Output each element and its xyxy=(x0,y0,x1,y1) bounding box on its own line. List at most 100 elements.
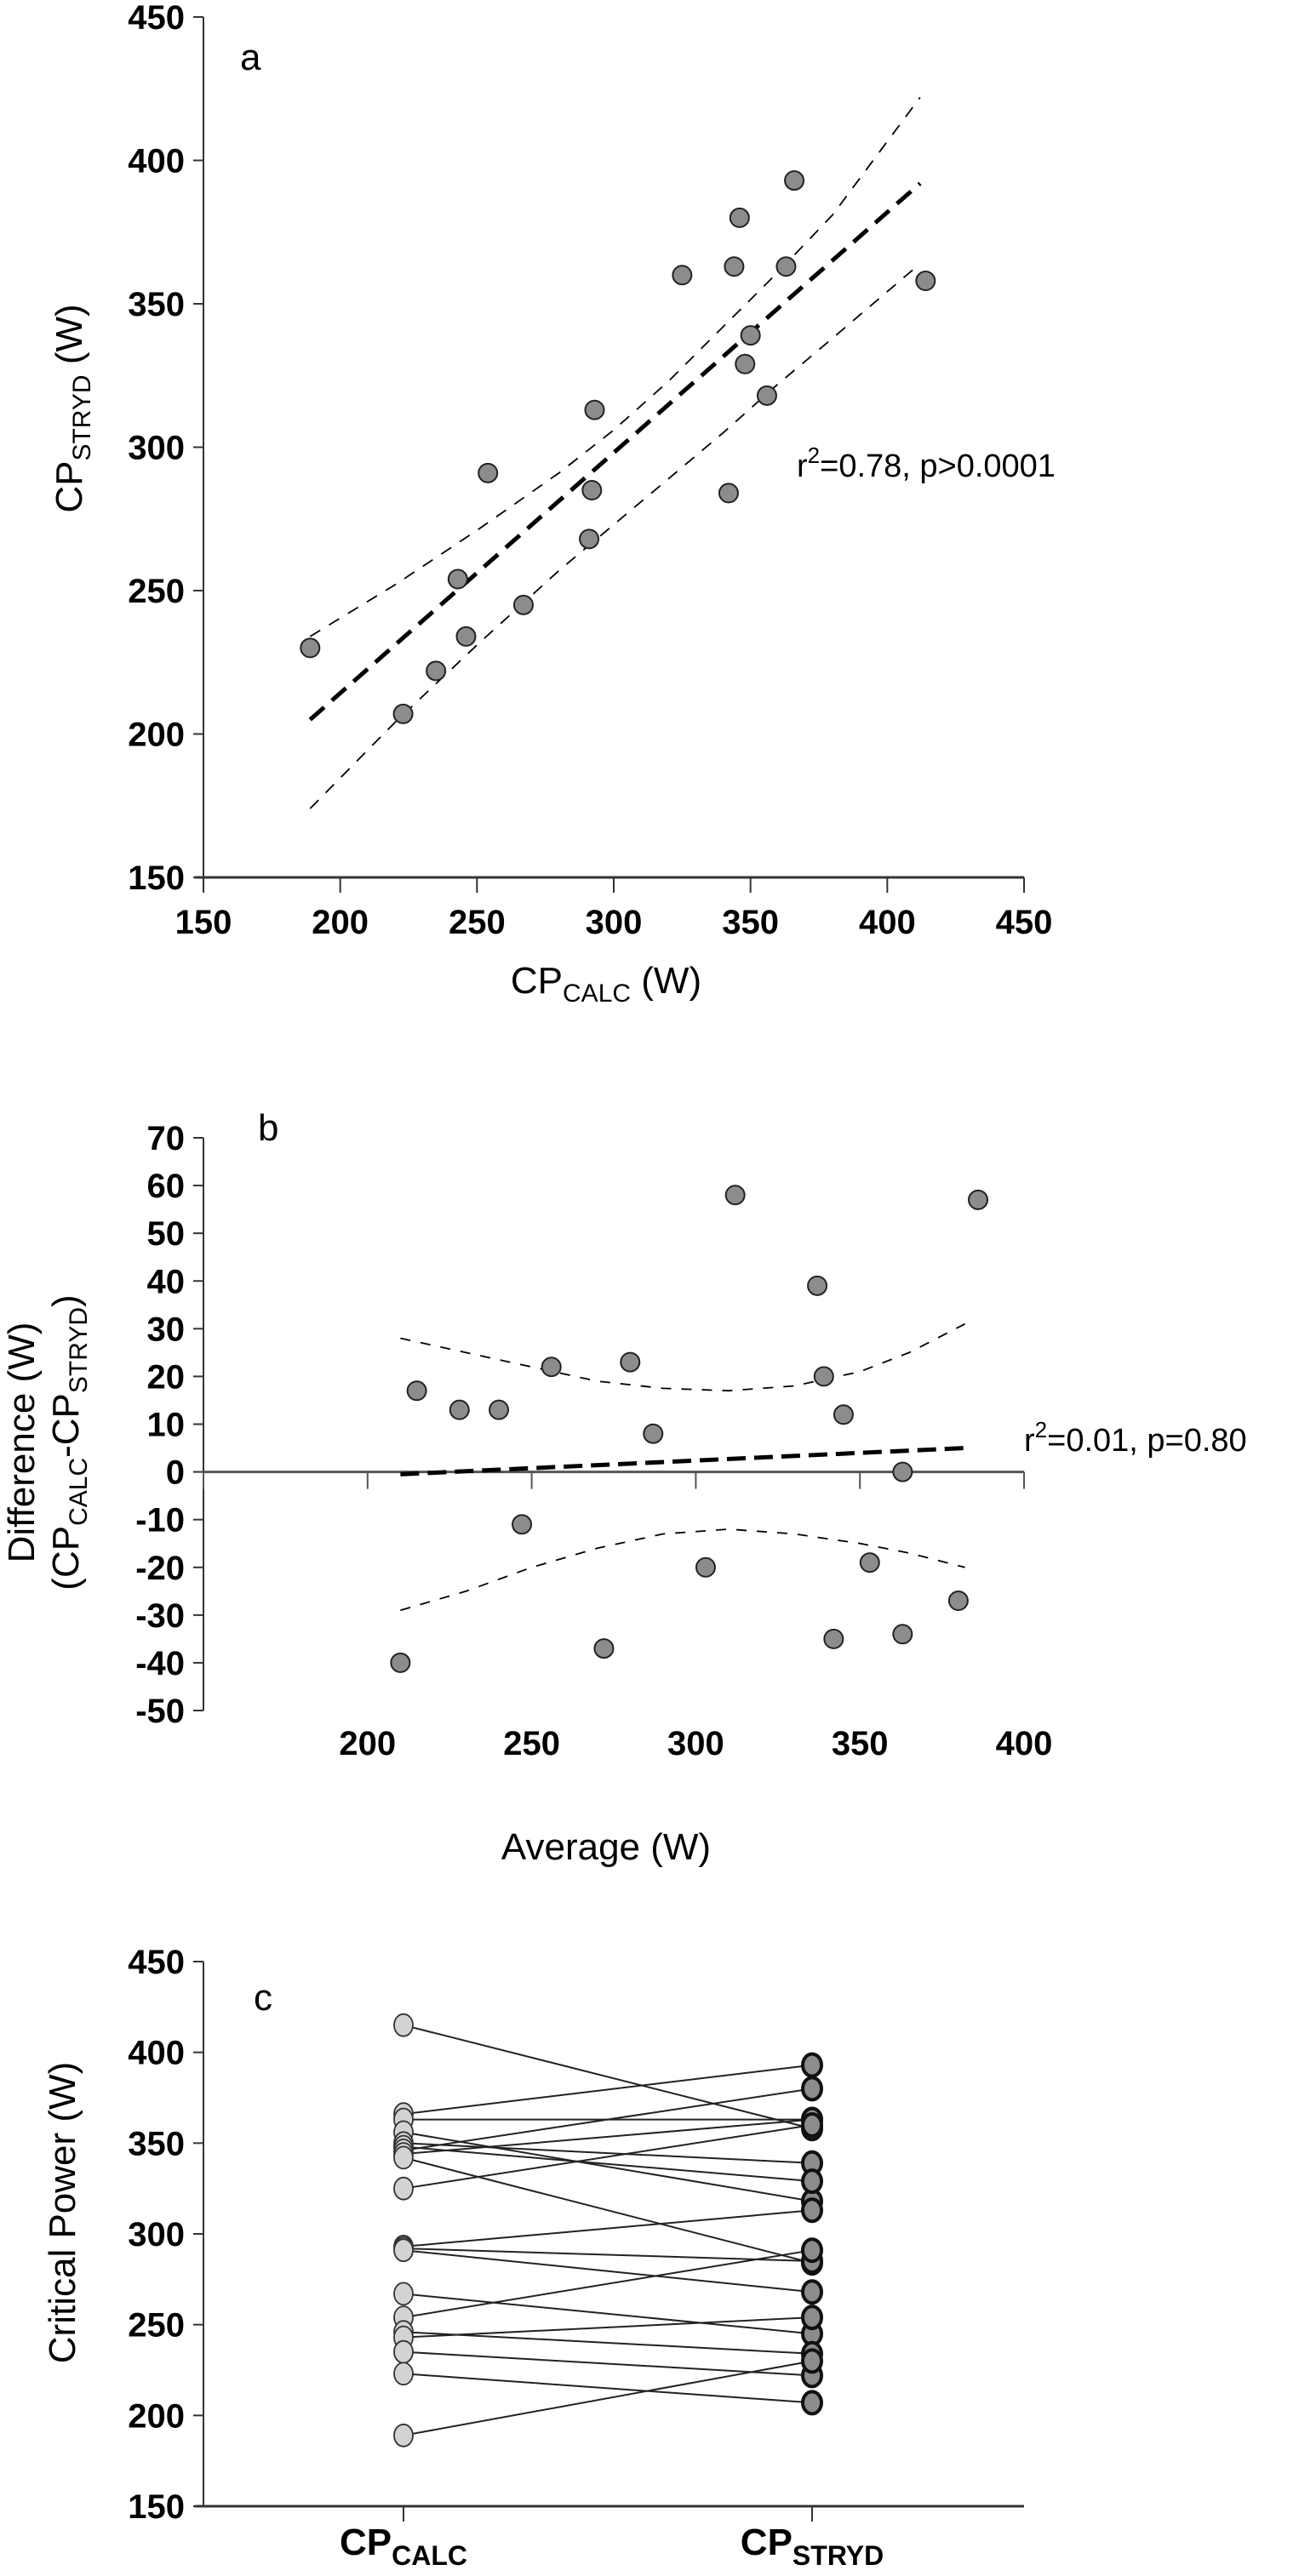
data-point xyxy=(406,1380,427,1402)
stryd-point xyxy=(801,2305,823,2331)
x-tick-label: 350 xyxy=(832,1725,889,1762)
y-tick-label: 60 xyxy=(147,1168,186,1205)
data-point xyxy=(447,568,468,590)
y-tick-label: 40 xyxy=(147,1263,186,1300)
y-tick-label: 30 xyxy=(147,1311,186,1348)
pair-line xyxy=(403,2064,813,2116)
regression-line xyxy=(308,181,922,722)
data-point xyxy=(724,256,745,277)
stryd-point xyxy=(801,2279,823,2305)
y-tick-label: 150 xyxy=(128,2488,185,2526)
y-tick-label: 250 xyxy=(128,573,185,610)
pair-line xyxy=(403,2156,813,2265)
panel-a-points xyxy=(300,170,936,724)
data-point xyxy=(724,1185,746,1206)
panel-c-points xyxy=(393,2013,823,2447)
panel-b-y-axis-subtitle: (CPCALC-CPSTRYD) xyxy=(45,1294,93,1590)
stryd-point xyxy=(801,2197,823,2224)
pair-line xyxy=(403,2373,813,2404)
x-tick-label: 300 xyxy=(586,904,643,941)
pair-line xyxy=(403,2293,813,2335)
data-point xyxy=(643,1423,664,1444)
panel-a-axes: 150 200 250 300 350 400 450 150 200 250 300 350 400 4… xyxy=(128,0,1052,941)
panel-b-points xyxy=(390,1185,989,1673)
data-point xyxy=(478,462,499,483)
data-point xyxy=(735,353,756,374)
pair-line xyxy=(403,2350,813,2377)
pair-line xyxy=(403,2118,813,2156)
panel-b-x-axis-title: Average (W) xyxy=(501,1826,711,1868)
pair-line xyxy=(403,2145,813,2183)
data-point xyxy=(756,385,777,406)
calc-point xyxy=(393,2362,414,2386)
data-point xyxy=(455,625,477,647)
x-tick-label: 350 xyxy=(722,904,779,941)
stryd-point xyxy=(801,2112,823,2138)
x-tick-label: 400 xyxy=(996,1725,1053,1762)
stryd-point xyxy=(801,2052,823,2078)
y-tick-label: -10 xyxy=(135,1502,185,1539)
x-tick-label: 250 xyxy=(503,1725,560,1762)
data-point xyxy=(390,1652,411,1673)
ci-upper-line xyxy=(400,1322,966,1392)
ci-lower-line xyxy=(400,1528,965,1612)
y-tick-label: 450 xyxy=(128,0,185,37)
data-point xyxy=(892,1624,913,1645)
panel-c-category-stryd: CPSTRYD xyxy=(741,2522,884,2571)
stryd-point xyxy=(801,2348,823,2374)
y-tick-label: 0 xyxy=(166,1454,185,1492)
data-point xyxy=(449,1399,470,1420)
y-tick-label: -40 xyxy=(135,1645,185,1682)
data-point xyxy=(695,1556,716,1578)
pair-line xyxy=(403,2024,813,2130)
data-point xyxy=(426,660,447,682)
calc-point xyxy=(393,2423,414,2447)
pair-line xyxy=(403,2131,813,2202)
y-tick-label: 400 xyxy=(128,143,185,180)
pair-line xyxy=(403,2249,813,2319)
stryd-point xyxy=(801,2076,823,2102)
data-point xyxy=(823,1628,844,1649)
y-tick-label: 300 xyxy=(128,2216,185,2253)
regression-line xyxy=(400,1446,965,1476)
pair-line xyxy=(403,2248,813,2262)
data-point xyxy=(581,480,603,501)
y-tick-label: 50 xyxy=(147,1215,186,1253)
data-point xyxy=(968,1189,989,1210)
y-tick-label: 70 xyxy=(147,1120,186,1157)
data-point xyxy=(833,1404,854,1425)
pair-line xyxy=(403,2209,813,2248)
calc-point xyxy=(393,2013,414,2037)
panel-a-scatter: a 150 200 250 300 350 400 450 150 200 250 300 350 40… xyxy=(49,0,1056,1008)
panel-c-y-axis-title: Critical Power (W) xyxy=(42,2062,83,2363)
data-point xyxy=(813,1366,834,1387)
data-point xyxy=(672,265,693,286)
pair-line xyxy=(403,2142,813,2164)
data-point xyxy=(579,528,600,550)
x-tick-label: 200 xyxy=(312,904,369,941)
y-tick-label: 300 xyxy=(128,430,185,467)
calc-point xyxy=(393,2282,414,2306)
x-tick-label: 300 xyxy=(667,1725,724,1762)
data-point xyxy=(859,1552,880,1574)
panel-a-x-axis-title: CPCALC (W) xyxy=(511,960,701,1008)
y-tick-label: 250 xyxy=(128,2307,185,2345)
data-point xyxy=(584,399,605,420)
y-tick-label: 350 xyxy=(128,286,185,323)
y-tick-label: 450 xyxy=(128,1944,185,1981)
panel-a-letter: a xyxy=(240,37,261,78)
pair-line xyxy=(403,2249,813,2293)
data-point xyxy=(947,1591,969,1612)
panel-b-regression xyxy=(400,1446,965,1476)
y-tick-label: 10 xyxy=(147,1407,186,1444)
x-tick-label: 250 xyxy=(449,904,506,941)
panel-a-y-axis-title: CPSTRYD (W) xyxy=(49,304,96,512)
panel-c-pair-lines xyxy=(403,2024,813,2436)
data-point xyxy=(740,325,761,346)
panel-b-axes: -50 -40 -30 -20 -10 0 10 20 30 40 50 60 70 200 250 300 3… xyxy=(135,1120,1052,1762)
pair-line xyxy=(403,2088,813,2151)
data-point xyxy=(620,1351,641,1373)
data-point xyxy=(784,170,805,191)
y-tick-label: 150 xyxy=(128,860,185,897)
